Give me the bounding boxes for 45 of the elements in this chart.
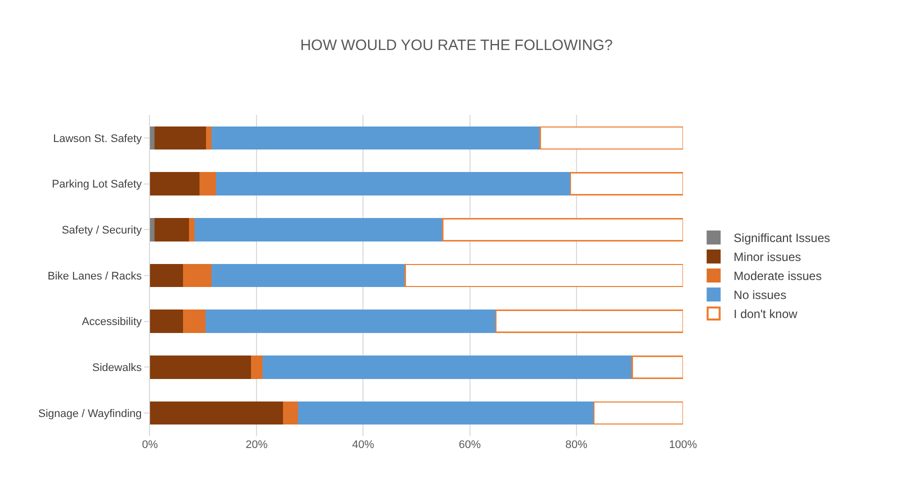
bar [570, 172, 683, 196]
y-tick-label: Lawson St. Safety [53, 132, 142, 145]
y-tick-label: Parking Lot Safety [52, 178, 142, 191]
bar [212, 264, 406, 288]
y-tick-label: Bike Lanes / Racks [48, 270, 142, 282]
bar [205, 310, 497, 334]
legend-label: Signifficant Issues [734, 231, 830, 246]
bar [283, 401, 300, 425]
y-tick-label: Signage / Wayfinding [38, 408, 142, 420]
legend-label: I don't know [734, 307, 798, 322]
bar [495, 310, 683, 334]
y-tick-label: Accessibility [82, 316, 142, 328]
bar [298, 401, 595, 425]
legend-label: Minor issues [734, 250, 802, 264]
bar [593, 401, 683, 425]
bar [199, 172, 218, 196]
y-tick-label: Sidewalks [92, 362, 142, 374]
chart-title: HOW WOULD YOU RATE THE FOLLOWING? [300, 37, 613, 54]
x-tick-label: 20% [246, 439, 268, 451]
x-tick-label: 100% [668, 439, 698, 451]
y-tick-label: Safety / Security [62, 224, 142, 236]
bar [154, 218, 190, 242]
bar [442, 218, 683, 242]
bar [216, 172, 572, 196]
bar [150, 401, 284, 425]
bar [150, 172, 201, 196]
bar [251, 356, 264, 379]
bar [194, 218, 444, 242]
bar [150, 356, 252, 379]
x-tick-label: 0% [142, 439, 158, 451]
x-tick-label: 60% [458, 439, 482, 451]
x-tick-label: 80% [565, 439, 588, 451]
bar [182, 264, 214, 288]
bar [632, 356, 683, 379]
bar [262, 356, 634, 379]
bar [404, 264, 683, 288]
legend-label: No issues [734, 288, 786, 302]
bar [212, 126, 541, 150]
bar [540, 126, 683, 150]
bar [150, 310, 184, 334]
bar [150, 264, 184, 288]
x-tick-label: 40% [352, 439, 374, 451]
bar [182, 310, 207, 334]
legend-label: Moderate issues [734, 269, 822, 284]
bar [154, 126, 208, 150]
